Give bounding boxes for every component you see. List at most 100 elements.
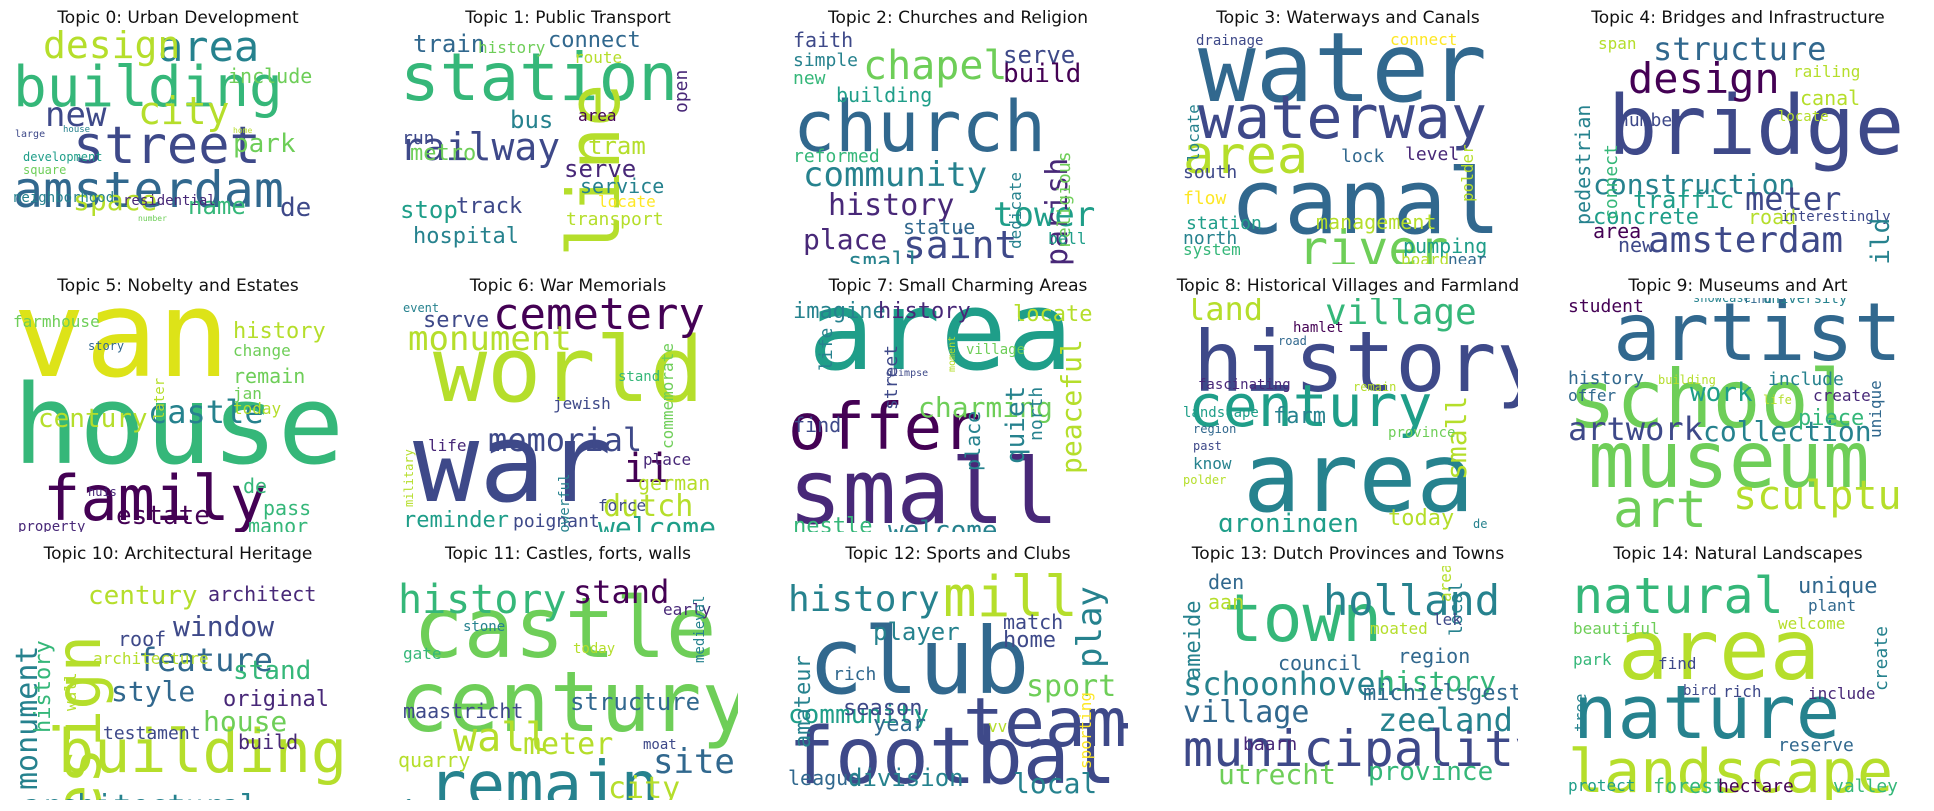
word-cloud: bridge structure design construction amsterd… [1568,30,1908,264]
cloud-word: meter [1745,180,1842,218]
cloud-word: build [1003,59,1082,89]
cloud-word: utrecht [1218,758,1337,791]
cloud-word: lock [1341,146,1385,167]
cloud-word: bus [510,106,554,134]
cloud-word: area [158,30,260,71]
cloud-word: sculpture [1733,473,1908,519]
cloud-word: feature [138,641,273,679]
cloud-word: village [1183,695,1310,730]
cloud-word: hectare [1718,776,1794,797]
word-cloud: church chapel community history saint tower pa… [788,30,1128,264]
cloud-word: south [1183,162,1238,183]
cloud-word: life [428,436,467,455]
cloud-word: mill [943,566,1078,630]
topic-panel-13: Topic 13: Dutch Provinces and Towns town m… [1172,538,1524,800]
cloud-word: today [573,641,616,657]
cloud-word: year [873,712,926,737]
cloud-word: university [1763,298,1848,307]
cloud-word: event [403,301,440,315]
cloud-word: reserve [1778,735,1854,756]
cloud-word: property [18,519,86,532]
topic-panel-1: Topic 1: Public Transport station line rail… [392,2,744,264]
cloud-word: pumping [1403,234,1488,258]
cloud-word: gate [403,644,442,663]
cloud-word: include [1808,684,1876,703]
cloud-word: maastricht [403,699,524,723]
cloud-word: tram [588,132,646,160]
cloud-word: interestingly [1781,209,1891,225]
cloud-word: railing [1793,62,1861,81]
cloud-word: farmhouse [13,312,100,331]
cloud-word: city [608,771,681,801]
cloud-word: waterway [1198,83,1487,153]
cloud-word: community [803,155,988,195]
cloud-word: create [1871,625,1892,691]
cloud-word: neighborhood [13,190,115,206]
cloud-word: groningen [1218,509,1359,532]
topic-panel-3: Topic 3: Waterways and Canals water waterw… [1172,2,1524,264]
topic-title: Topic 4: Bridges and Infrastructure [1591,8,1885,28]
cloud-word: military [402,448,416,507]
cloud-word: sporting [1076,691,1095,769]
cloud-word: history [878,299,971,324]
cloud-word: force [598,496,647,515]
cloud-word: nature [1573,670,1841,756]
cloud-word: design [43,30,181,67]
cloud-word: division [848,764,964,792]
cloud-word: place [643,450,692,469]
cloud-word: locate [1013,302,1093,327]
cloud-word: bridge [1608,79,1905,174]
word-cloud: van house family castle century estate history… [8,298,348,532]
cloud-word: century [398,653,738,751]
cloud-word: ii [623,446,672,492]
cloud-word: home [1003,628,1056,653]
cloud-word: hospital [413,224,519,249]
cloud-word: huis [88,485,117,499]
cloud-word: river [1298,220,1449,264]
cloud-word: locate [598,192,656,211]
cloud-word: amsterdam [13,161,284,219]
topic-title: Topic 14: Natural Landscapes [1613,544,1863,564]
topic-panel-12: Topic 12: Sports and Clubs club football te… [782,538,1134,800]
word-cloud: water waterway canal area river drainage conne… [1178,30,1518,264]
cloud-word: showcase [1693,298,1751,305]
cloud-word: serve [1003,41,1076,69]
cloud-word: construction [1593,168,1796,201]
cloud-word: stone [463,619,506,635]
cloud-word: village [1325,298,1477,333]
cloud-word: century [88,581,198,611]
cloud-word: de [280,193,312,223]
cloud-word: rich [1723,682,1762,701]
cloud-word: today [233,399,282,418]
cloud-word: station [1186,213,1262,234]
cloud-word: original [223,687,329,712]
cloud-word: number [1618,110,1684,131]
cloud-word: style [111,675,196,708]
cloud-word: build [1866,217,1896,264]
cloud-word: place [961,410,985,471]
cloud-word: remain [1353,380,1397,394]
cloud-word: architecture [93,649,209,668]
cloud-word: architectural [23,792,258,801]
cloud-word: schoonhoven [1183,665,1395,703]
cloud-word: site [653,742,735,782]
cloud-word: unique [1866,379,1885,438]
cloud-word: concrete [1593,205,1699,230]
topic-panel-2: Topic 2: Churches and Religion church chap… [782,2,1134,264]
cloud-word: century [1188,372,1433,440]
cloud-word: connect [548,30,641,53]
cloud-word: history [233,319,326,344]
cloud-word: building [836,83,933,107]
cloud-word: early [663,600,712,619]
cloud-word: welcome [888,516,998,532]
topic-title: Topic 13: Dutch Provinces and Towns [1191,544,1505,564]
cloud-word: today [1388,506,1455,531]
topic-title: Topic 2: Churches and Religion [827,8,1088,28]
cloud-word: area [808,298,1073,395]
cloud-word: castle [413,579,717,677]
word-cloud: castle century remain history stand site wall c… [398,566,738,800]
cloud-word: park [233,129,296,159]
cloud-word: protect [1568,776,1636,795]
cloud-word: student [1568,298,1644,317]
cloud-word: stop [400,196,458,224]
